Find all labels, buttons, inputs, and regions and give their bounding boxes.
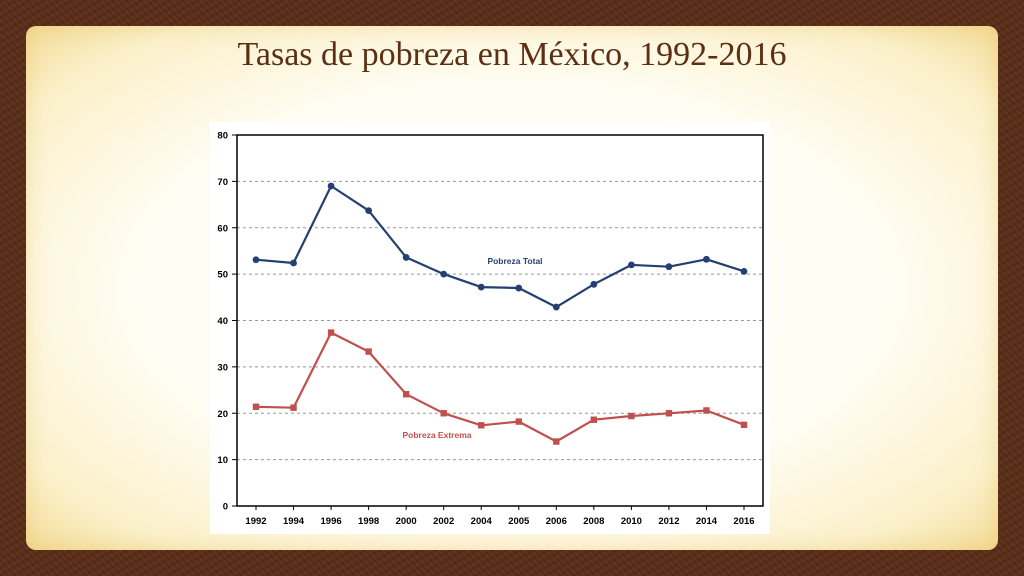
series-group	[252, 182, 748, 445]
data-point-total	[665, 263, 673, 271]
y-axis-ticks: 0 10 20 30 40 50 60 70 80	[217, 131, 237, 513]
data-point-extrema	[290, 404, 297, 411]
data-point-extrema	[365, 348, 372, 355]
y-tick-label: 40	[217, 316, 228, 327]
data-point-extrema	[402, 391, 410, 398]
y-tick-label: 20	[217, 409, 228, 420]
data-point-total	[402, 254, 410, 261]
data-point-extrema	[478, 422, 485, 429]
y-tick-label: 10	[217, 455, 228, 466]
y-tick-label: 70	[217, 177, 228, 188]
data-point-total	[740, 267, 748, 275]
data-point-extrema	[553, 438, 560, 445]
y-tick-label: 80	[217, 131, 228, 142]
data-point-extrema	[590, 416, 598, 423]
series-line-total	[255, 184, 745, 309]
data-point-extrema	[740, 421, 748, 429]
x-tick-label: 1996	[321, 516, 342, 527]
data-point-extrema	[665, 410, 673, 417]
data-point-extrema	[327, 329, 335, 336]
data-point-total	[590, 280, 598, 288]
data-point-extrema	[252, 403, 260, 410]
series-line-extrema	[255, 331, 745, 443]
data-point-extrema	[440, 410, 447, 417]
y-tick-label: 50	[217, 270, 228, 281]
x-tick-label: 2014	[696, 516, 718, 527]
x-tick-label: 2004	[471, 516, 493, 527]
data-point-total	[290, 259, 297, 267]
data-point-extrema	[703, 407, 710, 414]
x-tick-label: 1992	[245, 516, 266, 527]
data-point-total	[365, 207, 373, 214]
x-tick-label: 2012	[658, 516, 679, 527]
series-label-total: Pobreza Total	[487, 256, 542, 266]
x-tick-label: 1998	[358, 516, 379, 527]
y-tick-label: 0	[223, 502, 228, 513]
chart-area	[210, 122, 770, 534]
x-tick-label: 2006	[546, 516, 567, 527]
y-tick-label: 60	[217, 223, 228, 234]
data-point-total	[440, 270, 448, 278]
data-point-total	[327, 182, 335, 190]
data-point-total	[252, 256, 260, 264]
data-point-total	[627, 261, 635, 269]
data-point-extrema	[515, 418, 522, 425]
data-point-total	[552, 303, 560, 311]
slide-title: Tasas de pobreza en México, 1992-2016	[237, 36, 787, 73]
x-tick-label: 2002	[433, 516, 454, 527]
x-tick-label: 2000	[396, 516, 417, 527]
x-tick-label: 2005	[508, 516, 530, 527]
series-label-extrema: Pobreza Extrema	[403, 430, 472, 440]
data-point-total	[703, 255, 710, 263]
data-point-total	[515, 284, 523, 292]
x-tick-label: 2008	[583, 516, 604, 527]
x-tick-label: 1994	[283, 516, 305, 527]
x-tick-label: 2010	[621, 516, 642, 527]
data-point-total	[477, 283, 485, 291]
data-point-extrema	[628, 412, 635, 420]
y-tick-label: 30	[217, 362, 228, 373]
x-tick-label: 2016	[733, 516, 754, 527]
x-axis-ticks: 1992 1994 1996 1998 2000 2002 2004 2005 2006 2008…	[245, 506, 755, 527]
